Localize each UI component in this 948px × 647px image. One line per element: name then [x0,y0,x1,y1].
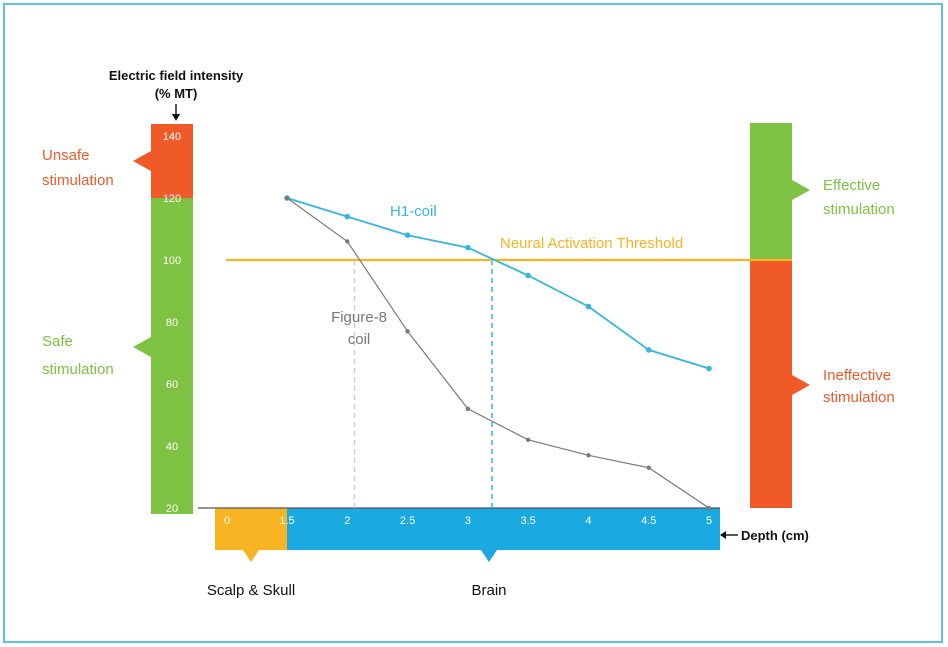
effective-pointer [792,180,810,200]
ineffective-pointer [792,375,810,395]
y-tick-label: 140 [163,131,181,143]
scalp-skull-region [215,508,287,550]
y-tick-labels: 20 40 60 80 100 120 140 [163,131,181,515]
x-tick-label: 2.5 [400,515,415,527]
ineffective-label: Ineffective [823,367,891,384]
h1-coil-point [525,272,531,279]
figure8-coil-point [586,453,591,458]
right-scale-bar [750,123,810,508]
h1-coil-point [585,303,592,310]
x-tick-label: 2 [344,515,350,527]
figure8-coil-point [284,195,290,201]
scalp-skull-label: Scalp & Skull [207,582,295,599]
safe-segment [151,198,193,514]
safe-label: Safe [42,333,73,350]
threshold-label: Neural Activation Threshold [500,235,683,252]
h1-coil-line [286,197,710,370]
intersection-guides [353,260,493,508]
effective-label-line2: stimulation [823,201,895,218]
h1-coil-point [404,232,411,238]
ineffective-segment [750,260,792,508]
figure8-coil-point [646,465,651,470]
left-scale-bar [133,124,193,514]
h1-coil-point [465,244,471,251]
y-tick-label: 100 [163,255,181,267]
y-tick-label: 40 [166,441,178,453]
x-tick-labels: 0 1.5 2 2.5 3 3.5 4 4.5 5 [224,515,712,527]
figure8-coil-line [286,197,710,509]
unsafe-label: Unsafe [42,147,90,164]
x-tick-label: 3 [465,515,471,527]
x-axis-title: Depth (cm) [741,528,809,543]
x-tick-label: 1.5 [279,515,294,527]
figure-frame [3,3,943,643]
figure8-coil-point [525,437,531,442]
figure8-coil-label: Figure-8 [331,309,387,326]
unsafe-segment [151,124,193,198]
brain-region [287,508,720,550]
figure8-coil-point [345,239,350,244]
x-tick-label: 0 [224,515,230,527]
h1-coil-point [344,213,351,220]
y-axis-title: Electric field intensity [109,68,244,83]
depth-regions-bar [215,508,720,562]
scalp-skull-pointer [243,550,259,562]
x-axis-title-arrow-head [720,531,726,539]
figure8-coil-point [405,329,410,334]
effective-label: Effective [823,177,880,194]
unsafe-label-line2: stimulation [42,172,114,189]
y-tick-label: 60 [166,379,178,391]
x-tick-label: 4 [585,515,591,527]
y-tick-label: 120 [163,193,181,205]
y-axis-title-arrow-head [172,114,180,121]
x-tick-label: 5 [706,515,712,527]
y-axis-unit: (% MT) [155,86,198,101]
series-group [284,195,712,511]
figure8-coil-point [465,406,471,411]
ineffective-label-line2: stimulation [823,389,895,406]
h1-coil-point [645,347,652,353]
x-tick-label: 3.5 [520,515,535,527]
y-tick-label: 80 [166,317,178,329]
unsafe-pointer [133,151,151,171]
x-tick-label: 4.5 [641,515,656,527]
brain-pointer [481,550,497,562]
h1-coil-point [706,365,712,372]
figure8-coil-point [706,505,712,511]
safe-pointer [133,337,151,357]
brain-label: Brain [471,582,506,599]
safe-label-line2: stimulation [42,361,114,378]
h1-coil-label: H1-coil [390,203,437,220]
effective-segment [750,123,792,260]
figure8-coil-label-line2: coil [348,331,371,348]
y-tick-label: 20 [166,503,178,515]
